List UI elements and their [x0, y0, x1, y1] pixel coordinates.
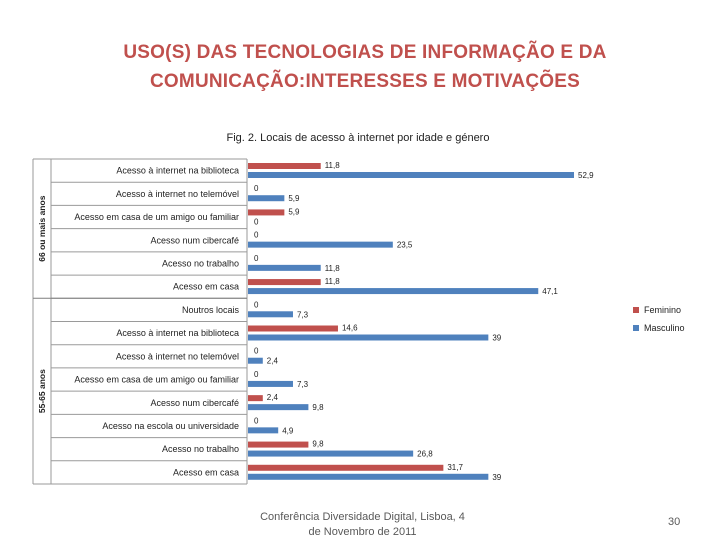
- data-label-feminino: 0: [254, 184, 259, 193]
- category-tick-label: Acesso no trabalho: [162, 444, 239, 454]
- data-label-masculino: 11,8: [325, 264, 341, 273]
- footer-line1: Conferência Diversidade Digital, Lisboa,…: [260, 511, 465, 523]
- bar-masculino: [248, 288, 539, 295]
- category-tick-label: Acesso à internet no telemóvel: [116, 351, 239, 361]
- data-label-feminino: 11,8: [325, 161, 341, 170]
- legend-swatch-feminino: [633, 307, 639, 313]
- bar-feminino: [248, 395, 263, 402]
- category-tick-label: Acesso na escola ou universidade: [102, 421, 239, 431]
- bar-masculino: [248, 172, 574, 178]
- slide-title-line1: USO(S) DAS TECNOLOGIAS DE INFORMAÇÃO E D…: [123, 42, 607, 63]
- data-label-feminino: 0: [254, 231, 259, 240]
- data-label-masculino: 5,9: [288, 194, 300, 203]
- figure-caption: Fig. 2. Locais de acesso à internet por …: [0, 132, 728, 144]
- data-label-masculino: 0: [254, 217, 259, 226]
- bar-masculino: [248, 450, 414, 457]
- slide-title: USO(S) DAS TECNOLOGIAS DE INFORMAÇÃO E D…: [40, 38, 690, 96]
- bar-chart: Acesso à internet na biblioteca 11,8 52,9 A…: [32, 158, 685, 485]
- data-label-feminino: 0: [254, 370, 259, 379]
- data-label-feminino: 0: [254, 416, 259, 425]
- data-label-masculino: 26,8: [417, 450, 433, 459]
- bar-feminino: [248, 464, 444, 471]
- data-label-masculino: 4,9: [282, 426, 294, 435]
- bar-masculino: [248, 195, 285, 202]
- legend-swatch-masculino: [633, 325, 639, 331]
- bar-feminino: [248, 163, 321, 169]
- data-label-feminino: 14,6: [342, 324, 358, 333]
- bar-feminino: [248, 441, 309, 448]
- bar-masculino: [248, 380, 293, 387]
- bar-masculino: [248, 241, 393, 248]
- bar-masculino: [248, 357, 263, 364]
- page-number: 30: [668, 516, 681, 528]
- bar-feminino: [248, 279, 321, 286]
- legend-label-masculino: Masculino: [644, 323, 685, 333]
- data-label-masculino: 39: [492, 334, 501, 343]
- category-tick-label: Acesso no trabalho: [162, 258, 239, 268]
- bar-masculino: [248, 473, 489, 480]
- data-label-masculino: 52,9: [578, 171, 594, 180]
- data-label-feminino: 5,9: [288, 207, 300, 216]
- legend-label-feminino: Feminino: [644, 305, 681, 315]
- group-label: 66 ou mais anos: [37, 195, 47, 261]
- data-label-masculino: 2,4: [267, 357, 279, 366]
- bar-masculino: [248, 427, 279, 434]
- bar-masculino: [248, 311, 293, 318]
- data-label-masculino: 23,5: [397, 241, 413, 250]
- data-label-feminino: 0: [254, 300, 259, 309]
- data-label-masculino: 9,8: [312, 403, 324, 412]
- bar-feminino: [248, 209, 285, 216]
- category-tick-label: Noutros locais: [182, 305, 240, 315]
- category-tick-label: Acesso em casa de um amigo ou familiar: [74, 212, 239, 222]
- category-tick-label: Acesso à internet na biblioteca: [116, 166, 239, 176]
- category-tick-label: Acesso em casa: [173, 467, 239, 477]
- data-label-masculino: 7,3: [297, 310, 309, 319]
- data-label-feminino: 2,4: [267, 393, 279, 402]
- category-tick-label: Acesso num cibercafé: [150, 235, 239, 245]
- category-tick-label: Acesso em casa de um amigo ou familiar: [74, 375, 239, 385]
- category-tick-label: Acesso em casa: [173, 282, 239, 292]
- data-label-feminino: 0: [254, 347, 259, 356]
- data-label-masculino: 47,1: [542, 287, 558, 296]
- data-label-feminino: 31,7: [447, 463, 463, 472]
- bar-masculino: [248, 264, 321, 271]
- category-tick-label: Acesso à internet na biblioteca: [116, 328, 239, 338]
- slide-footer: Conferência Diversidade Digital, Lisboa,…: [250, 510, 475, 540]
- bar-masculino: [248, 334, 489, 341]
- data-label-masculino: 7,3: [297, 380, 309, 389]
- bar-feminino: [248, 325, 338, 332]
- data-label-feminino: 0: [254, 254, 259, 263]
- bar-masculino: [248, 404, 309, 411]
- data-label-masculino: 39: [492, 473, 501, 482]
- data-label-feminino: 11,8: [325, 277, 341, 286]
- figure-caption-text: Fig. 2. Locais de acesso à internet por …: [226, 132, 490, 144]
- slide-title-line2: COMUNICAÇÃO:INTERESSES E MOTIVAÇÕES: [150, 71, 580, 92]
- category-tick-label: Acesso num cibercafé: [150, 398, 239, 408]
- category-tick-label: Acesso à internet no telemóvel: [116, 189, 239, 199]
- data-label-feminino: 9,8: [312, 440, 324, 449]
- group-label: 55-65 anos: [37, 369, 47, 413]
- footer-line2: de Novembro de 2011: [308, 526, 417, 538]
